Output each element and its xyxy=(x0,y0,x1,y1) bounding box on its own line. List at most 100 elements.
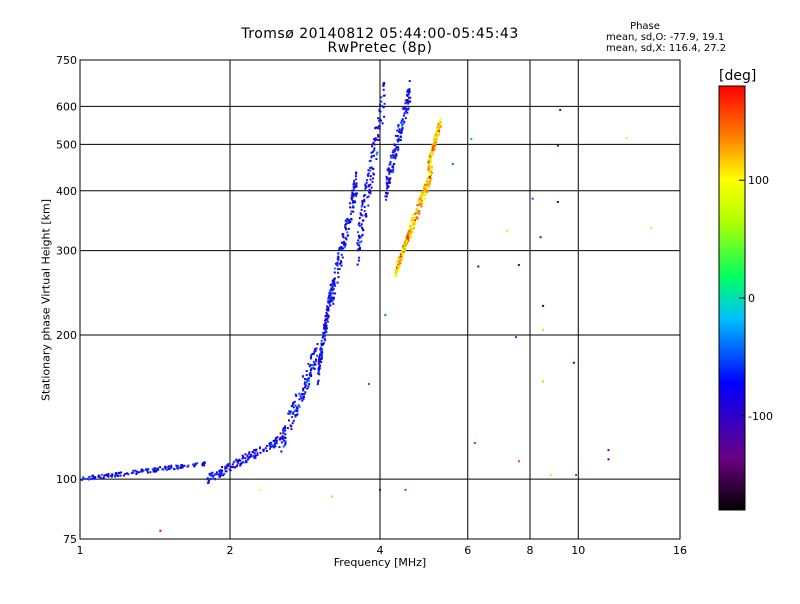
o-trace-point xyxy=(351,206,354,209)
o-trace-point xyxy=(382,106,385,109)
o-trace-point xyxy=(310,354,313,357)
o-trace-point xyxy=(225,467,228,469)
o-trace-point xyxy=(322,331,325,334)
o-trace-point xyxy=(377,134,380,137)
o-trace-point xyxy=(354,175,357,178)
o-trace-point xyxy=(282,445,285,448)
o-trace-point xyxy=(295,414,298,417)
o-trace-point xyxy=(378,127,381,130)
o-trace-point xyxy=(318,367,321,370)
o-trace-point xyxy=(357,239,360,242)
o-trace-point xyxy=(237,462,240,465)
o-trace-point xyxy=(213,477,216,480)
o-trace-point xyxy=(363,194,365,197)
o-trace-point xyxy=(341,233,344,235)
o-trace-point xyxy=(358,241,361,244)
o-trace-point xyxy=(392,151,395,154)
x-trace-point xyxy=(412,222,415,225)
o-trace-point xyxy=(323,319,326,322)
o-trace-point xyxy=(317,381,319,384)
o-trace-point xyxy=(342,247,345,250)
o-trace-point xyxy=(332,284,335,287)
o-trace-point xyxy=(219,469,222,472)
o-trace-point xyxy=(311,366,314,369)
o-trace-point xyxy=(325,314,328,317)
o-trace-point xyxy=(334,277,336,280)
o-trace-point xyxy=(155,469,158,472)
o-trace-point xyxy=(360,205,363,208)
o-trace-point xyxy=(337,252,340,255)
colorbar-tick-label: 0 xyxy=(748,292,755,305)
o-trace-point xyxy=(100,477,103,480)
x-trace-point xyxy=(411,217,414,220)
o-trace-point xyxy=(358,244,361,247)
o-trace-point xyxy=(392,156,395,159)
o-trace-point xyxy=(406,98,409,101)
o-trace-point xyxy=(294,414,297,417)
o-trace-point xyxy=(349,212,352,215)
o-trace-point xyxy=(398,139,400,141)
isolated-point xyxy=(625,137,628,140)
o-trace-point xyxy=(324,330,327,333)
o-trace-point xyxy=(284,429,287,432)
x-trace-point xyxy=(414,223,417,226)
x-trace-point xyxy=(438,128,441,131)
o-trace-point xyxy=(344,223,347,226)
o-trace-point xyxy=(99,476,102,479)
o-trace-point xyxy=(382,88,385,91)
o-trace-point xyxy=(296,410,299,413)
o-trace-point xyxy=(370,156,373,159)
x-trace-point xyxy=(408,230,411,233)
o-trace-point xyxy=(165,468,168,471)
o-trace-point xyxy=(342,240,345,243)
o-trace-point xyxy=(262,450,265,453)
o-trace-point xyxy=(131,471,133,474)
o-trace-point xyxy=(395,147,398,150)
o-trace-point xyxy=(350,217,353,220)
o-trace-point xyxy=(322,343,325,346)
x-trace-point xyxy=(436,127,439,130)
phase-header: Phase xyxy=(630,21,660,32)
o-trace-point xyxy=(349,221,352,223)
o-trace-point xyxy=(281,435,284,438)
scatter-points xyxy=(79,80,653,532)
x-trace-point xyxy=(397,268,400,271)
o-trace-point xyxy=(152,470,155,473)
o-trace-point xyxy=(284,440,287,443)
o-trace-point xyxy=(325,318,328,321)
o-trace-point xyxy=(348,202,351,205)
o-trace-point xyxy=(360,235,363,238)
x-tick-label: 10 xyxy=(571,544,585,557)
o-trace-point xyxy=(376,151,379,154)
o-trace-point xyxy=(269,446,272,448)
o-trace-point xyxy=(94,477,97,480)
o-trace-point xyxy=(273,443,276,445)
o-trace-point xyxy=(246,458,249,461)
x-trace-point xyxy=(410,233,413,236)
o-trace-point xyxy=(374,127,377,130)
o-trace-point xyxy=(358,222,361,225)
o-trace-point xyxy=(298,405,301,408)
o-trace-point xyxy=(354,193,357,196)
x-trace-point xyxy=(430,170,433,173)
o-trace-point xyxy=(358,224,361,227)
x-trace-point xyxy=(408,235,411,238)
o-trace-point xyxy=(116,473,119,476)
o-trace-point xyxy=(201,462,204,465)
o-trace-point xyxy=(253,456,256,459)
o-trace-point xyxy=(390,170,393,173)
o-trace-point xyxy=(370,151,373,154)
o-trace-point xyxy=(382,85,385,87)
x-trace-point xyxy=(413,217,416,220)
x-trace-point xyxy=(409,231,412,234)
o-trace-point xyxy=(340,241,343,244)
o-trace-point xyxy=(351,191,354,194)
o-trace-point xyxy=(370,166,373,169)
x-trace-point xyxy=(417,209,420,212)
o-trace-point xyxy=(387,185,390,188)
o-trace-point xyxy=(386,187,389,190)
isolated-point xyxy=(517,460,520,463)
isolated-point xyxy=(517,264,520,266)
o-trace-point xyxy=(282,428,284,431)
o-trace-point xyxy=(393,154,396,157)
